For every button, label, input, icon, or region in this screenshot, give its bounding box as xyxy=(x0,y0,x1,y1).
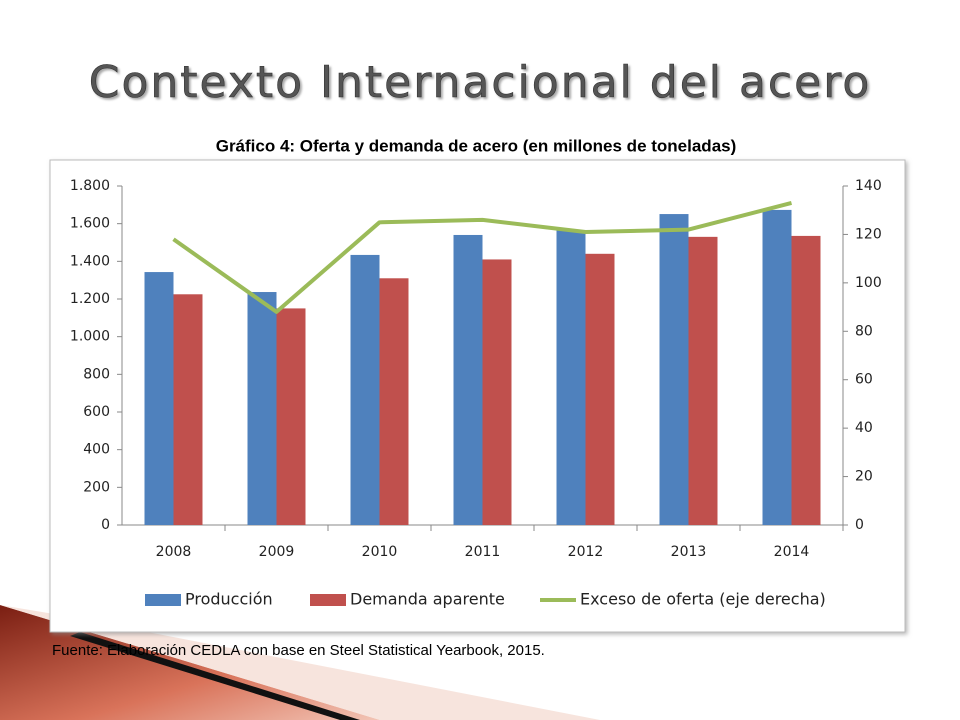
x-tick-label: 2010 xyxy=(362,544,398,560)
decor-wedge-light xyxy=(0,605,600,720)
y2-tick-label: 20 xyxy=(855,469,873,485)
bar xyxy=(173,294,203,525)
y2-tick-label: 80 xyxy=(855,323,873,339)
y-tick-label: 0 xyxy=(101,517,110,533)
line xyxy=(172,201,793,314)
y2-tick-label: 100 xyxy=(855,275,882,291)
x-tick-label: 2012 xyxy=(568,544,604,560)
y2-tick-label: 120 xyxy=(855,226,882,242)
bar xyxy=(482,259,512,525)
y-tick-label: 400 xyxy=(83,442,110,458)
plot: 0 200 400 600 800 1.000 1.200 1.400 1.600 1.800 0 2… xyxy=(70,178,882,609)
y2-tick-label: 0 xyxy=(855,517,864,533)
x-tick-label: 2011 xyxy=(465,544,501,560)
decor-line xyxy=(70,632,360,720)
bar xyxy=(144,272,174,525)
y-tick-label: 1.600 xyxy=(70,216,110,232)
bar xyxy=(276,308,306,525)
legend-label: Exceso de oferta (eje derecha) xyxy=(580,590,826,609)
y-tick-label: 1.400 xyxy=(70,253,110,269)
y-tick-label: 200 xyxy=(83,479,110,495)
footnote: Fuente: Elaboración CEDLA con base en St… xyxy=(52,642,545,659)
bar xyxy=(659,214,689,526)
bar xyxy=(350,254,380,525)
bar xyxy=(585,253,615,526)
y-tick-label: 800 xyxy=(83,366,110,382)
legend-swatch xyxy=(145,594,181,606)
legend-label: Producción xyxy=(185,590,273,609)
chart-title: Gráfico 4: Oferta y demanda de acero (en… xyxy=(216,136,737,155)
y-tick-label: 1.200 xyxy=(70,291,110,307)
bar xyxy=(453,234,483,525)
x-tick-label: 2008 xyxy=(156,544,192,560)
bar xyxy=(556,230,586,525)
bar xyxy=(247,292,277,525)
y-tick-label: 1.800 xyxy=(70,178,110,194)
bar xyxy=(379,278,409,525)
x-tick-label: 2013 xyxy=(671,544,707,560)
bar xyxy=(688,236,718,525)
y2-tick-label: 60 xyxy=(855,372,873,388)
x-tick-label: 2009 xyxy=(259,544,295,560)
y-tick-label: 1.000 xyxy=(70,329,110,345)
bar xyxy=(791,235,821,526)
bar xyxy=(762,209,792,525)
legend-label: Demanda aparente xyxy=(350,590,505,609)
y2-tick-label: 140 xyxy=(855,178,882,194)
slide-title: Contexto Internacional del acero xyxy=(89,57,872,108)
y2-tick-label: 40 xyxy=(855,420,873,436)
x-tick-label: 2014 xyxy=(774,544,810,560)
legend-swatch xyxy=(310,594,346,606)
y-tick-label: 600 xyxy=(83,404,110,420)
